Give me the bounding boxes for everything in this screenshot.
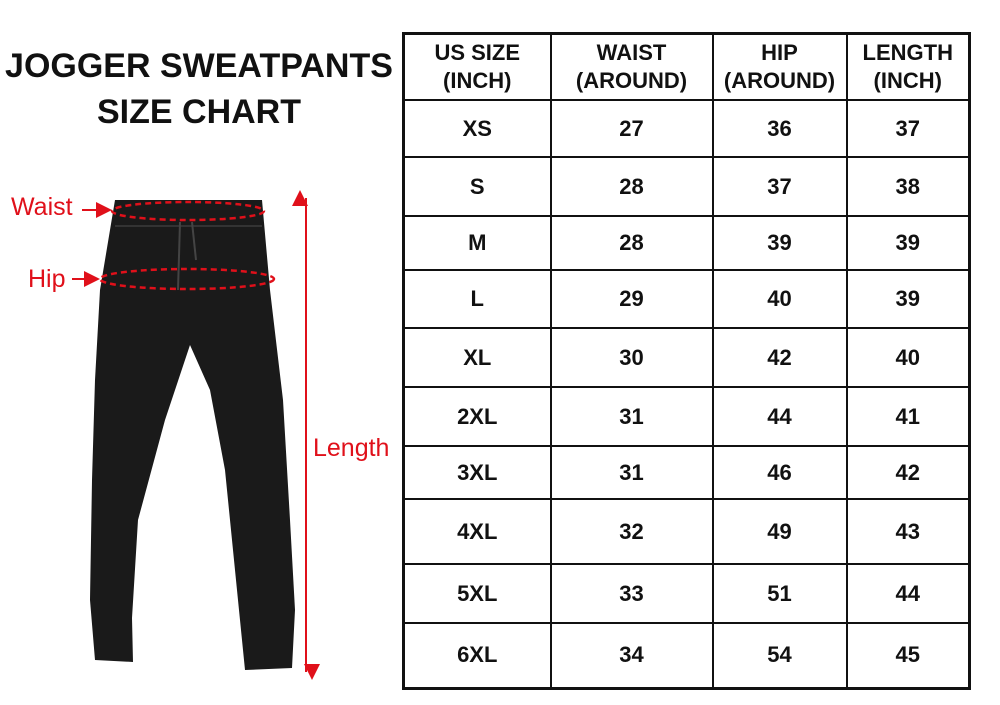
table-cell: 30 [549, 327, 714, 388]
table-row: XL 30 42 40 [402, 327, 971, 388]
table-cell: 46 [711, 445, 848, 500]
table-cell: 51 [711, 563, 848, 624]
column-header: WAIST (AROUND) [549, 32, 714, 101]
table-cell: 31 [549, 445, 714, 500]
table-cell: 32 [549, 498, 714, 565]
pants-shape [90, 200, 295, 670]
table-cell: 42 [845, 445, 971, 500]
table-cell: XL [402, 327, 552, 388]
table-row: M 28 39 39 [402, 215, 971, 271]
hip-marker [98, 267, 276, 291]
table-cell: 28 [549, 156, 714, 217]
table-cell: 5XL [402, 563, 552, 624]
table-cell: 3XL [402, 445, 552, 500]
table-cell: 39 [711, 215, 848, 271]
table-row: 6XL 34 54 45 [402, 622, 971, 689]
table-cell: 6XL [402, 622, 552, 689]
size-table: US SIZE (INCH) WAIST (AROUND) HIP (AROUND) LEN… [402, 32, 971, 690]
column-header-line: (INCH) [443, 68, 512, 93]
table-cell: 39 [845, 215, 971, 271]
table-row: XS 27 36 37 [402, 99, 971, 158]
table-cell: 42 [711, 327, 848, 388]
table-row: 3XL 31 46 42 [402, 445, 971, 500]
chart-title-line2: SIZE CHART [97, 93, 301, 131]
table-cell: 45 [845, 622, 971, 689]
column-header-line: (INCH) [873, 68, 942, 93]
waist-label: Waist [11, 193, 73, 221]
table-row: L 29 40 39 [402, 269, 971, 329]
table-cell: 49 [711, 498, 848, 565]
table-cell: 2XL [402, 386, 552, 447]
table-cell: 37 [845, 99, 971, 158]
column-header-line: WAIST [596, 40, 667, 65]
table-cell: 44 [711, 386, 848, 447]
table-cell: 43 [845, 498, 971, 565]
table-cell: L [402, 269, 552, 329]
table-cell: 33 [549, 563, 714, 624]
table-cell: 37 [711, 156, 848, 217]
table-cell: 34 [549, 622, 714, 689]
table-cell: S [402, 156, 552, 217]
table-cell: 27 [549, 99, 714, 158]
table-cell: 4XL [402, 498, 552, 565]
table-cell: 38 [845, 156, 971, 217]
table-cell: 40 [845, 327, 971, 388]
table-cell: 40 [711, 269, 848, 329]
table-cell: 41 [845, 386, 971, 447]
table-cell: 36 [711, 99, 848, 158]
column-header-line: (AROUND) [723, 68, 836, 93]
waist-marker [110, 200, 266, 222]
table-cell: 54 [711, 622, 848, 689]
column-header-line: HIP [761, 40, 798, 65]
table-row: S 28 37 38 [402, 156, 971, 217]
table-row: 4XL 32 49 43 [402, 498, 971, 565]
chart-title-line1: JOGGER SWEATPANTS [5, 47, 393, 85]
pants-illustration [72, 190, 320, 680]
table-cell: XS [402, 99, 552, 158]
length-label: Length [313, 434, 390, 462]
table-row: 5XL 33 51 44 [402, 563, 971, 624]
column-header: LENGTH (INCH) [845, 32, 971, 101]
column-header-line: (AROUND) [575, 68, 688, 93]
table-row: 2XL 31 44 41 [402, 386, 971, 447]
table-cell: 44 [845, 563, 971, 624]
table-cell: 31 [549, 386, 714, 447]
column-header: HIP (AROUND) [711, 32, 848, 101]
column-header-line: LENGTH [862, 40, 953, 65]
column-header-line: US SIZE [434, 40, 521, 65]
table-header-row: US SIZE (INCH) WAIST (AROUND) HIP (AROUND) LEN… [402, 32, 971, 101]
table-cell: 39 [845, 269, 971, 329]
hip-label: Hip [28, 265, 66, 293]
table-cell: 29 [549, 269, 714, 329]
table-cell: 28 [549, 215, 714, 271]
column-header: US SIZE (INCH) [402, 32, 552, 101]
table-cell: M [402, 215, 552, 271]
